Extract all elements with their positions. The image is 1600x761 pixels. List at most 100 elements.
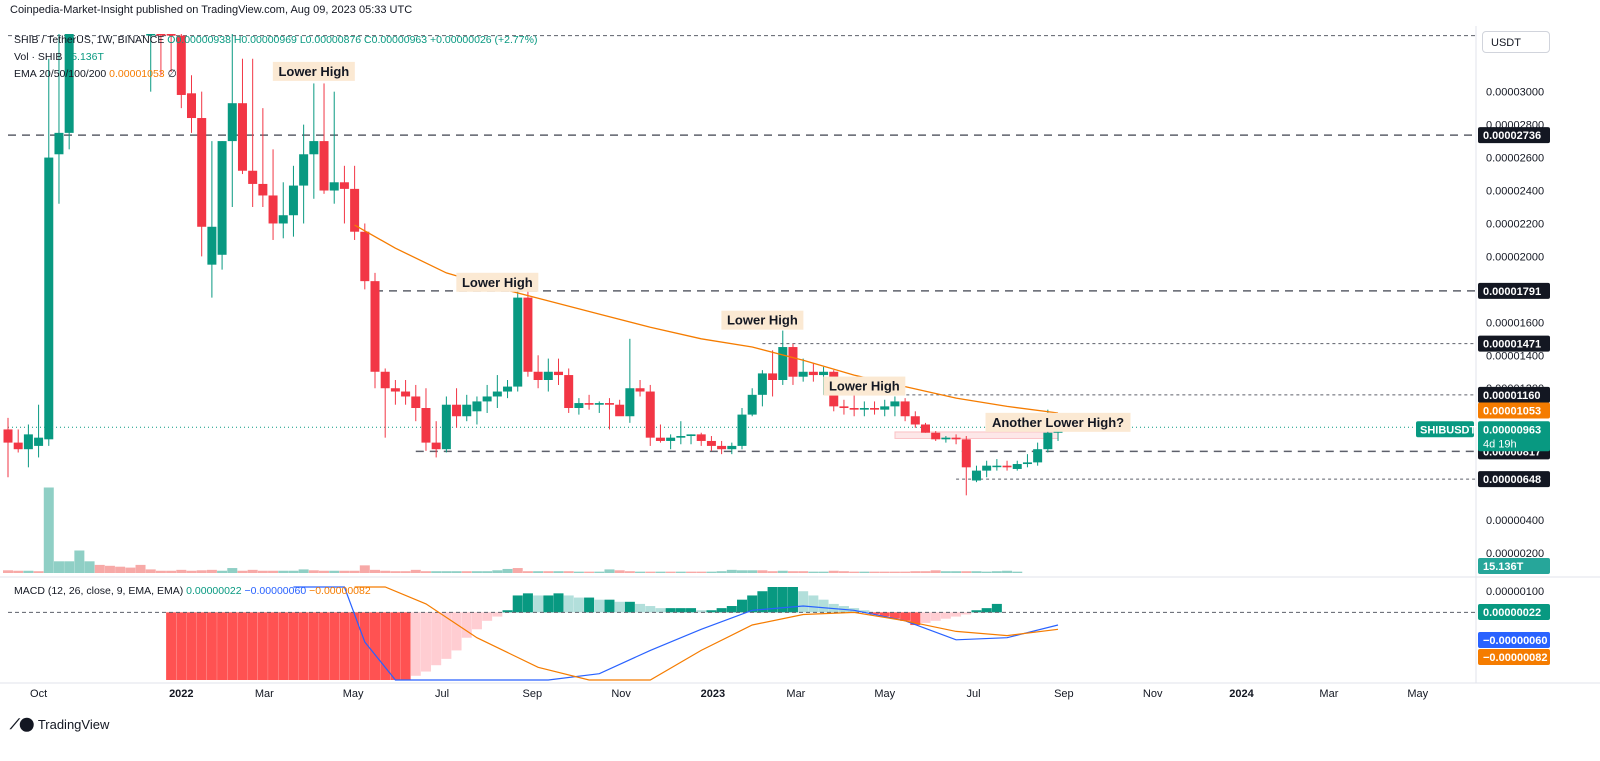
candle-body (808, 371, 818, 376)
candle-body (34, 437, 44, 446)
volume-bar (43, 487, 54, 573)
macd-histogram-bar (981, 608, 992, 613)
macd-histogram-bar (696, 610, 707, 613)
candle-body (819, 371, 829, 376)
candle-body (584, 403, 594, 405)
candle-body (971, 470, 981, 481)
candle-body (217, 141, 227, 255)
macd-histogram-bar (370, 612, 380, 680)
macd-histogram-bar (594, 599, 605, 613)
macd-histogram-bar (747, 595, 758, 613)
macd-histogram-bar (237, 612, 248, 680)
macd-histogram-bar (176, 612, 187, 680)
macd-histogram-bar (553, 593, 564, 613)
macd-histogram-bar (900, 612, 911, 621)
candle-body (482, 396, 492, 402)
price-axis-tick: 0.00001600 (1486, 317, 1544, 329)
candle-body (1043, 432, 1053, 450)
volume-bar (951, 571, 962, 573)
candle-body (513, 297, 523, 387)
macd-histogram-bar (951, 612, 962, 617)
volume-bar (380, 570, 391, 573)
legend-macd-row: MACD (12, 26, close, 9, EMA, EMA) 0.0000… (14, 585, 371, 597)
symbol-tag: SHIBUSDT (1420, 424, 1477, 436)
macd-histogram-bar (675, 608, 686, 613)
time-axis-label: Mar (786, 688, 805, 700)
candle-body (951, 437, 961, 440)
volume-bar (84, 561, 95, 573)
volume-bar (471, 571, 482, 573)
volume-bar (410, 569, 421, 573)
candle-body (543, 371, 553, 380)
volume-bar (961, 571, 972, 573)
annotation-label: Lower High (829, 379, 900, 394)
macd-histogram-bar (420, 612, 431, 672)
macd-histogram-bar (522, 593, 533, 613)
currency-button[interactable]: USDT (1482, 31, 1550, 53)
candle-body (350, 188, 360, 232)
volume-bar (359, 565, 370, 573)
candle-body (574, 403, 584, 409)
volume-bar (747, 570, 758, 573)
volume-bar (624, 571, 635, 573)
tradingview-logo[interactable]: ⟋⬤ TradingView (10, 716, 109, 733)
volume-bar (767, 571, 778, 573)
volume-bar (757, 570, 768, 573)
macd-axis-tick: 0.00000100 (1486, 586, 1544, 598)
volume-bar (125, 567, 136, 573)
time-axis-label: Jul (435, 688, 449, 700)
volume-bar (869, 571, 880, 573)
volume-bar (23, 570, 34, 573)
macd-label[interactable]: MACD (12, 26, close, 9, EMA, EMA) (14, 585, 184, 597)
candle-body (339, 182, 349, 189)
macd-histogram-bar (991, 603, 1002, 613)
volume-bar (818, 571, 829, 573)
volume-bar (675, 571, 686, 573)
macd-histogram-bar (543, 595, 554, 613)
level-price-tag-bg (1478, 471, 1550, 488)
candle-body (370, 281, 380, 372)
volume-bar (308, 570, 319, 573)
ema-label[interactable]: EMA 20/50/100/200 (14, 68, 107, 80)
candle-body (431, 442, 441, 450)
macd-histogram-bar (665, 608, 676, 613)
level-price-tag-bg (1478, 335, 1550, 352)
time-axis-label: May (343, 688, 364, 700)
candle-body (554, 371, 563, 376)
time-axis-label: Nov (1143, 688, 1163, 700)
macd-histogram-bar (247, 612, 258, 680)
volume-bar (686, 571, 697, 573)
macd-histogram-bar (257, 612, 268, 680)
macd-histogram-bar (339, 612, 350, 680)
candle-body (411, 396, 421, 409)
macd-signal-tag: −0.00000082 (1483, 652, 1548, 664)
symbol-label[interactable]: SHIB / TetherUS, 1W, BINANCE (14, 34, 165, 46)
ema-price-tag-bg (1478, 402, 1550, 419)
annotation-label: Lower High (278, 64, 349, 79)
candle-body (686, 434, 696, 437)
volume-bar (482, 571, 493, 573)
candle-body (187, 93, 196, 119)
macd-histogram-bar (930, 612, 941, 621)
volume-label[interactable]: Vol · SHIB (14, 51, 63, 63)
macd-histogram-bar (268, 612, 279, 680)
candle-body (604, 403, 614, 405)
macd-histogram-bar (319, 612, 330, 680)
ema-value: 0.00001053 (109, 68, 165, 80)
volume-bar (492, 570, 503, 573)
tradingview-logo-text: TradingView (37, 717, 110, 732)
candle-body (523, 297, 533, 372)
candle-body (441, 404, 451, 450)
volume-bar (533, 571, 544, 573)
volume-bar (431, 571, 442, 573)
volume-bar (268, 570, 279, 573)
candle-body (64, 34, 74, 133)
macd-histogram-bar (869, 612, 880, 615)
candle-body (207, 226, 217, 265)
price-axis-tick: 0.00002400 (1486, 186, 1544, 198)
candle-body (3, 429, 13, 443)
volume-bar (635, 571, 646, 573)
time-axis-label: Oct (30, 688, 47, 700)
